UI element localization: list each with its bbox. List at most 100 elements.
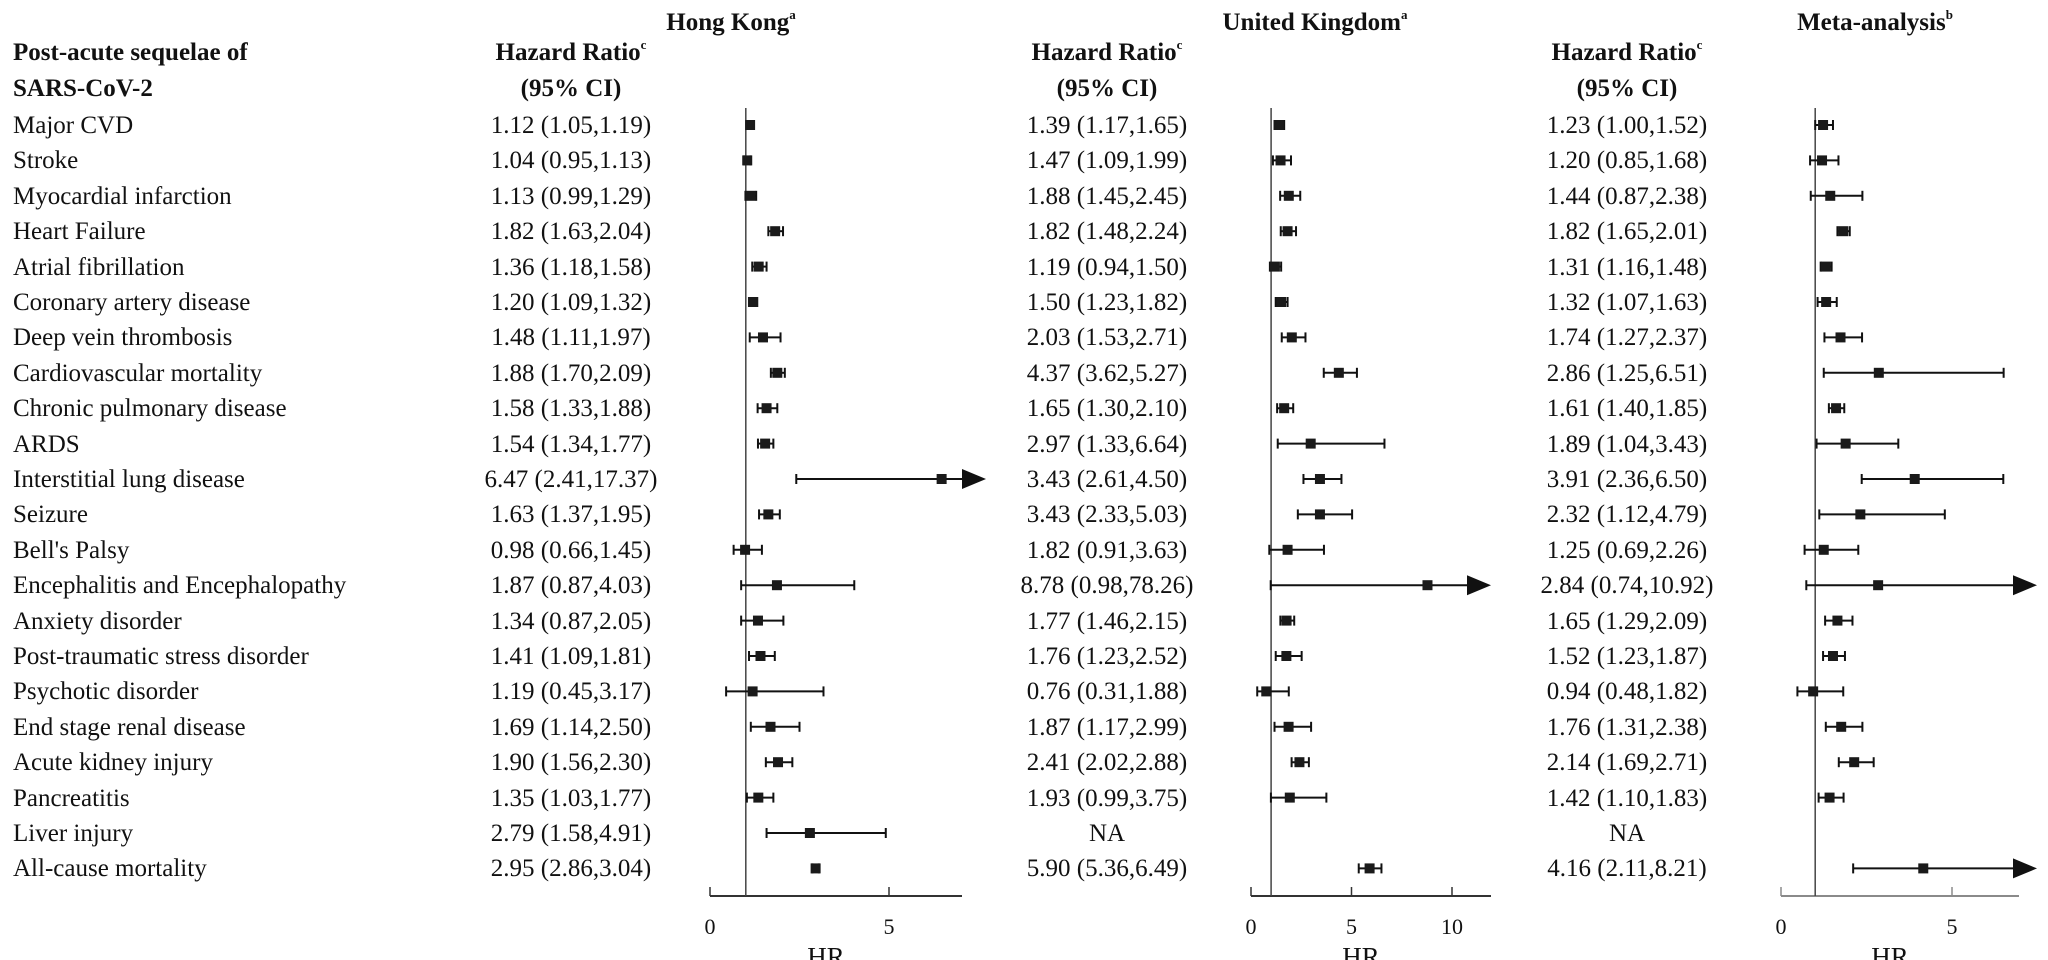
outcome-label: Heart Failure — [13, 218, 146, 246]
outcome-label: Stroke — [13, 147, 79, 175]
hr-point-marker — [804, 828, 815, 838]
hr-point-marker — [761, 403, 772, 414]
hr-ci-text: 5.90 (5.36,6.49) — [1026, 855, 1188, 883]
hr-ci-text: 4.16 (2.11,8.21) — [1547, 855, 1707, 883]
hr-ci-text: 1.76 (1.23,2.52) — [1026, 643, 1188, 670]
hr-point-marker — [1294, 757, 1305, 768]
hr-point-marker — [770, 226, 781, 237]
x-tick-label: 0 — [705, 914, 716, 939]
hr-point-marker — [1269, 261, 1280, 272]
hr-ci-text: 1.04 (0.95,1.13) — [490, 147, 652, 175]
x-tick-label: 5 — [1346, 914, 1357, 939]
hr-ci-text: 1.47 (1.09,1.99) — [1026, 147, 1188, 175]
hr-ci-text: 1.63 (1.37,1.95) — [490, 501, 652, 529]
hr-ci-text: 1.65 (1.29,2.09) — [1546, 607, 1708, 635]
ci-header: (95% CI) — [1576, 75, 1678, 102]
hr-ci-text: 1.23 (1.00,1.52) — [1546, 112, 1708, 139]
hr-ci-text: 0.98 (0.66,1.45) — [490, 536, 652, 564]
hr-point-marker — [1838, 226, 1849, 237]
hr-point-marker — [740, 544, 751, 555]
outcome-label: Atrial fibrillation — [13, 253, 185, 281]
hr-ci-text: 1.58 (1.33,1.88) — [490, 395, 652, 423]
hr-point-marker — [1855, 509, 1866, 520]
hr-point-marker — [773, 757, 784, 768]
outcome-label: Cardiovascular mortality — [13, 359, 263, 387]
hr-ci-text: 1.93 (0.99,3.75) — [1026, 784, 1188, 812]
ci-overflow-arrow — [962, 469, 986, 489]
hr-point-marker — [763, 509, 774, 520]
hr-point-marker — [1286, 332, 1297, 343]
x-tick-label: 0 — [1776, 914, 1787, 939]
hr-ci-text: 2.41 (2.02,2.88) — [1026, 749, 1188, 777]
hr-point-marker — [1283, 190, 1294, 201]
outcome-label: Psychotic disorder — [13, 678, 199, 706]
hr-ci-text: 1.19 (0.45,3.17) — [490, 678, 652, 706]
hr-ci-text: 1.12 (1.05,1.19) — [490, 112, 652, 139]
hr-point-marker — [1836, 721, 1847, 732]
hr-point-marker — [936, 474, 947, 484]
hr-point-marker — [1333, 367, 1344, 378]
hr-point-marker — [760, 438, 771, 449]
outcome-label: ARDS — [13, 430, 80, 458]
hr-point-marker — [772, 367, 783, 378]
outcome-label: Chronic pulmonary disease — [13, 395, 287, 423]
title-footnote-marker: b — [1945, 7, 1953, 22]
hr-point-marker — [742, 155, 753, 166]
hr-ci-text: 1.90 (1.56,2.30) — [490, 749, 652, 777]
hr-point-marker — [747, 686, 758, 697]
hr-ci-text: 6.47 (2.41,17.37) — [484, 466, 658, 493]
outcome-label: Myocardial infarction — [13, 182, 232, 210]
hr-point-marker — [1824, 792, 1835, 803]
ci-overflow-arrow — [2013, 858, 2037, 879]
hr-ci-text: 1.50 (1.23,1.82) — [1026, 289, 1188, 316]
hr-ci-text: 1.32 (1.07,1.63) — [1546, 289, 1708, 316]
x-axis-title: HR — [1871, 942, 1909, 960]
hr-ci-text: 1.54 (1.34,1.77) — [490, 430, 652, 458]
hazard-ratio-header: Hazard Ratioc — [1551, 37, 1703, 66]
x-axis-title: HR — [807, 942, 845, 960]
hr-ci-text: 4.37 (3.62,5.27) — [1026, 359, 1188, 387]
hr-point-marker — [1422, 580, 1433, 591]
hr-ci-text: 1.65 (1.30,2.10) — [1026, 395, 1188, 423]
hr-ci-text: 1.48 (1.11,1.97) — [491, 324, 651, 352]
hr-ci-text: 1.89 (1.04,3.43) — [1546, 430, 1708, 458]
hr-point-marker — [1818, 120, 1829, 130]
hr-point-marker — [1314, 509, 1325, 520]
x-tick-label: 0 — [1246, 914, 1257, 939]
hr-ci-text: 1.39 (1.17,1.65) — [1026, 112, 1188, 139]
outcome-header-line2: SARS-CoV-2 — [13, 75, 153, 102]
hr-point-marker — [765, 721, 776, 732]
outcome-label: Pancreatitis — [13, 784, 130, 812]
hr-ci-text: 1.88 (1.45,2.45) — [1026, 182, 1188, 210]
hr-ci-text: 1.61 (1.40,1.85) — [1546, 395, 1708, 423]
outcome-label: End stage renal disease — [13, 713, 246, 741]
hr-ci-text: 1.44 (0.87,2.38) — [1546, 182, 1708, 210]
hr-ci-text: 1.31 (1.16,1.48) — [1546, 253, 1708, 281]
ci-overflow-arrow — [1467, 575, 1491, 596]
hr-ci-text: 1.52 (1.23,1.87) — [1546, 643, 1708, 670]
outcome-label: Deep vein thrombosis — [13, 324, 233, 352]
hr-point-marker — [753, 792, 764, 803]
hr-ci-text: 2.79 (1.58,4.91) — [490, 820, 652, 847]
hr-ci-text: 1.82 (1.65,2.01) — [1546, 218, 1708, 246]
hr-point-marker — [745, 120, 756, 130]
hr-ci-text: 1.88 (1.70,2.09) — [490, 359, 652, 387]
hr-ci-text: 0.76 (0.31,1.88) — [1026, 678, 1188, 706]
hr-point-marker — [1909, 474, 1920, 484]
outcome-label: Anxiety disorder — [13, 607, 182, 635]
outcome-label: Liver injury — [13, 820, 134, 847]
outcome-label: All-cause mortality — [13, 855, 207, 883]
hr-ci-text: NA — [1608, 820, 1646, 847]
hr-point-marker — [1364, 863, 1375, 874]
hr-point-marker — [755, 651, 766, 661]
hr-ci-text: 1.87 (1.17,2.99) — [1026, 713, 1188, 741]
hr-point-marker — [810, 863, 821, 874]
hr-ci-text: 1.19 (0.94,1.50) — [1026, 253, 1188, 281]
hr-point-marker — [757, 332, 768, 343]
outcome-header-line1: Post-acute sequelae of — [13, 39, 248, 66]
ci-overflow-arrow — [2013, 575, 2037, 596]
ci-header: (95% CI) — [1056, 75, 1158, 102]
hr-ci-text: 1.42 (1.10,1.83) — [1546, 784, 1708, 812]
hr-point-marker — [1282, 226, 1293, 237]
hr-point-marker — [1827, 651, 1838, 661]
